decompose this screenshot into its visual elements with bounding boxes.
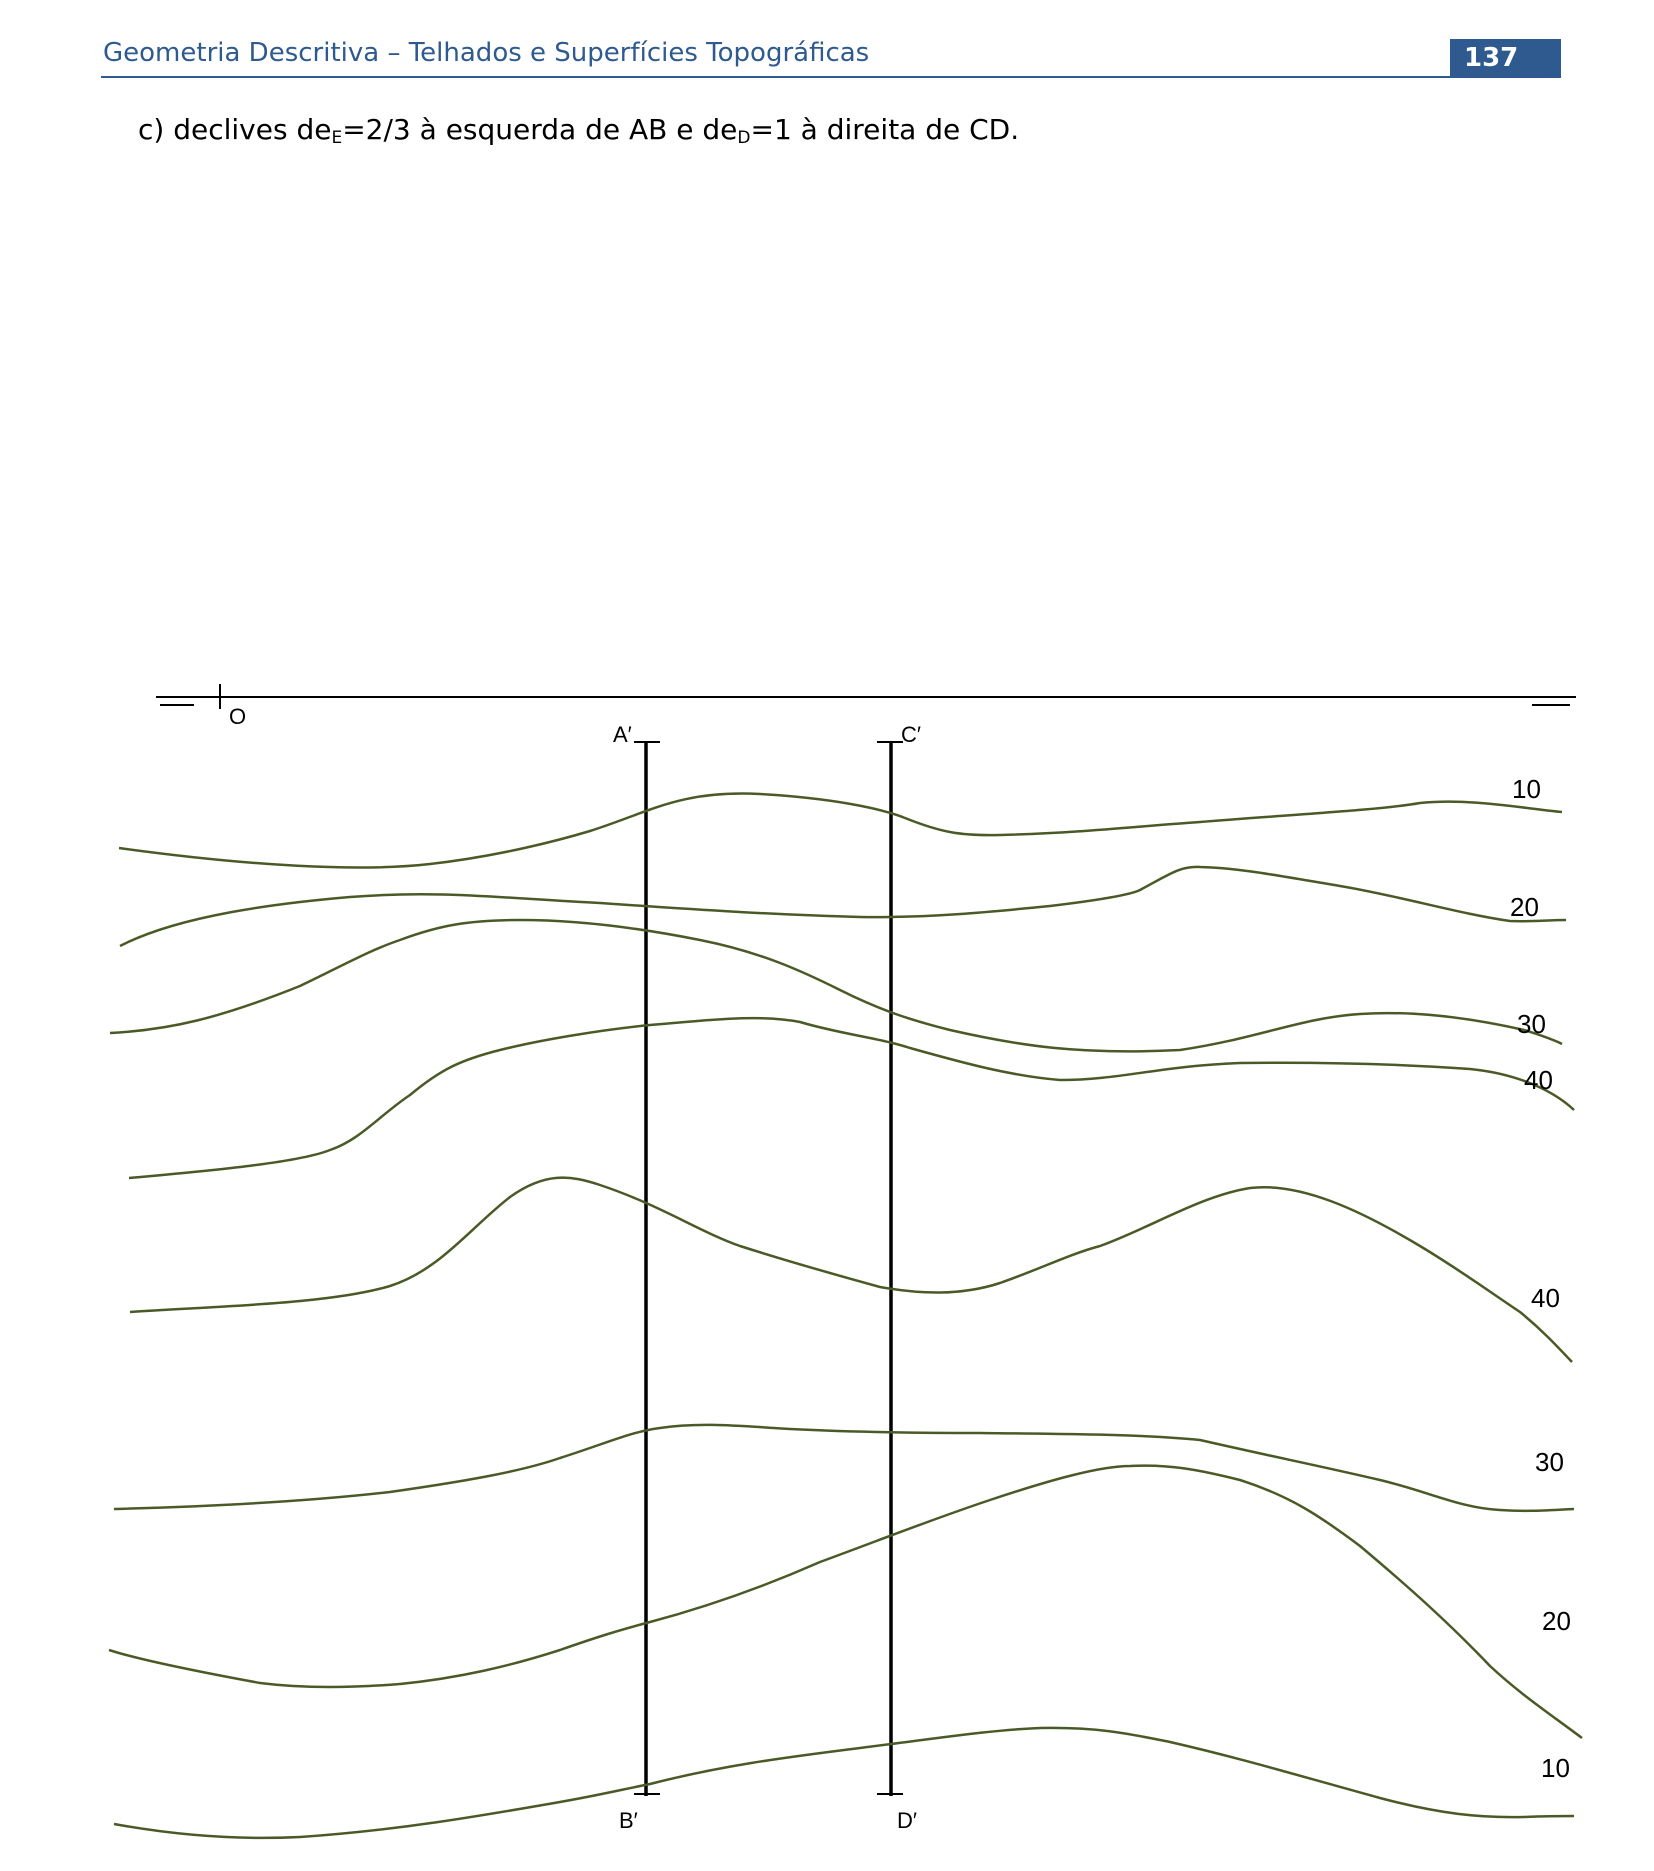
exercise-middle: =2/3 à esquerda de AB e de [342,113,738,146]
header-rule [101,76,1561,78]
contour-10-bottom [113,1726,1575,1840]
contour-label-40-mid: 40 [1531,1283,1560,1313]
origin-label: O [229,704,246,729]
contour-40-mid [129,1176,1573,1363]
exercise-suffix: =1 à direita de CD. [750,113,1020,146]
subscript-left: E [331,128,343,148]
tick-marks [634,741,903,1795]
contour-30-top [109,918,1563,1053]
contour-label-20-mid: 20 [1542,1606,1571,1636]
contour-10-top [118,792,1563,869]
reference-line [156,684,1576,709]
point-a-label: A′ [613,722,632,747]
contour-label-20-top: 20 [1510,892,1539,922]
contour-label-30-mid: 30 [1535,1447,1564,1477]
contour-40-top [128,1016,1575,1180]
contour-label-10-top: 10 [1512,774,1541,804]
exercise-statement: c) declives deE=2/3 à esquerda de AB e d… [138,113,1019,148]
contour-lines [108,792,1583,1840]
point-d-label: D′ [897,1808,917,1833]
contour-label-10-bottom: 10 [1541,1753,1570,1783]
projection-lines [644,742,893,1796]
header-title: Geometria Descritiva – Telhados e Superf… [103,38,870,68]
contour-label-40-top: 40 [1524,1065,1553,1095]
page-number: 137 [1450,39,1561,77]
contour-20-top [119,865,1567,948]
point-c-label: C′ [901,722,921,747]
contour-30-mid [113,1423,1575,1513]
exercise-prefix: c) declives de [138,113,332,146]
contour-20-mid [108,1464,1583,1740]
point-b-label: B′ [619,1808,638,1833]
subscript-right: D [737,128,751,148]
contour-label-30-top: 30 [1517,1009,1546,1039]
